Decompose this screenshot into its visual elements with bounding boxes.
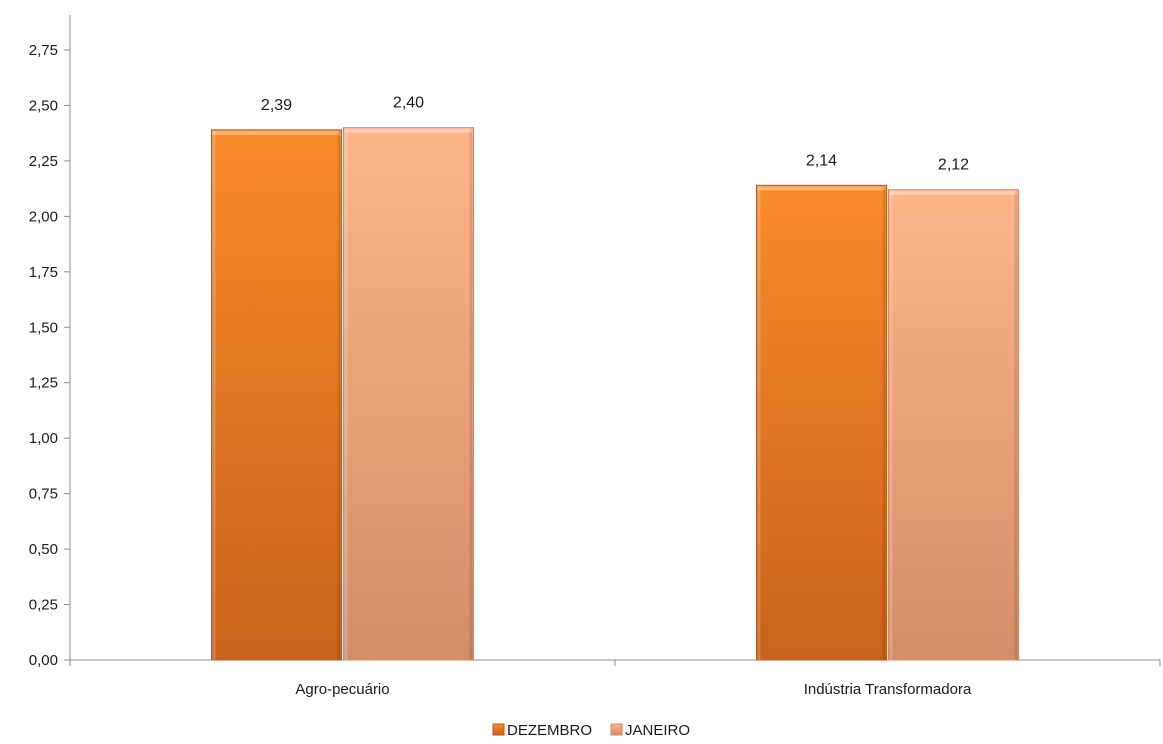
- bars-group: [211, 127, 1019, 661]
- y-tick-label: 2,00: [29, 208, 58, 225]
- x-axis: Agro-pecuário Indústria Transformadora: [69, 659, 1161, 698]
- bar-body: [343, 127, 474, 661]
- y-tick-label: 1,50: [29, 319, 58, 336]
- legend-item: JANEIRO: [610, 722, 690, 739]
- bar-bevel-left: [757, 186, 761, 661]
- bar-bevel-top: [344, 128, 473, 133]
- bar-bevel-top: [212, 130, 341, 135]
- bar-dezembro: [211, 129, 342, 661]
- bar-bevel-side: [469, 128, 473, 661]
- y-tick-label: 2,50: [29, 97, 58, 114]
- bar-bevel-top: [889, 190, 1018, 195]
- legend: DEZEMBRO JANEIRO: [492, 722, 690, 739]
- bar-body: [211, 129, 342, 661]
- data-label: 2,39: [261, 97, 292, 114]
- legend-item: DEZEMBRO: [492, 722, 592, 739]
- bar-janeiro: [888, 189, 1019, 661]
- bar-bevel-left: [212, 130, 216, 660]
- bar-body: [888, 189, 1019, 661]
- x-category-label: Agro-pecuário: [295, 681, 389, 698]
- y-axis: 0,00 0,25 0,50 0,75 1,00 1,25 1,50 1,75 2,00 2,25…: [29, 15, 71, 669]
- y-tick-label: 0,75: [29, 486, 58, 503]
- data-label: 2,12: [938, 157, 969, 174]
- bar-bevel-left: [344, 128, 348, 661]
- y-tick-label: 2,75: [29, 42, 58, 59]
- legend-label: DEZEMBRO: [507, 722, 592, 739]
- legend-swatch: [610, 723, 623, 736]
- data-label: 2,14: [806, 152, 837, 169]
- y-tick-label: 2,25: [29, 153, 58, 170]
- bar-bevel-top: [757, 186, 886, 191]
- y-tick-label: 0,00: [29, 652, 58, 669]
- y-tick-label: 0,50: [29, 541, 58, 558]
- data-labels-group: 2,39 2,40 2,14 2,12: [261, 95, 969, 174]
- bar-bevel-left: [889, 190, 893, 660]
- x-category-label: Indústria Transformadora: [804, 681, 972, 698]
- bar-dezembro: [756, 184, 887, 661]
- legend-label: JANEIRO: [625, 722, 690, 739]
- bar-janeiro: [343, 127, 474, 661]
- y-tick-label: 1,75: [29, 264, 58, 281]
- y-tick-label: 1,00: [29, 430, 58, 447]
- bar-bevel-side: [337, 130, 341, 660]
- bar-bevel-side: [882, 186, 886, 661]
- bar-body: [756, 184, 887, 661]
- bar-bevel-side: [1014, 190, 1018, 660]
- legend-swatch: [492, 723, 505, 736]
- y-tick-label: 1,25: [29, 375, 58, 392]
- y-tick-label: 0,25: [29, 597, 58, 614]
- data-label: 2,40: [393, 95, 424, 112]
